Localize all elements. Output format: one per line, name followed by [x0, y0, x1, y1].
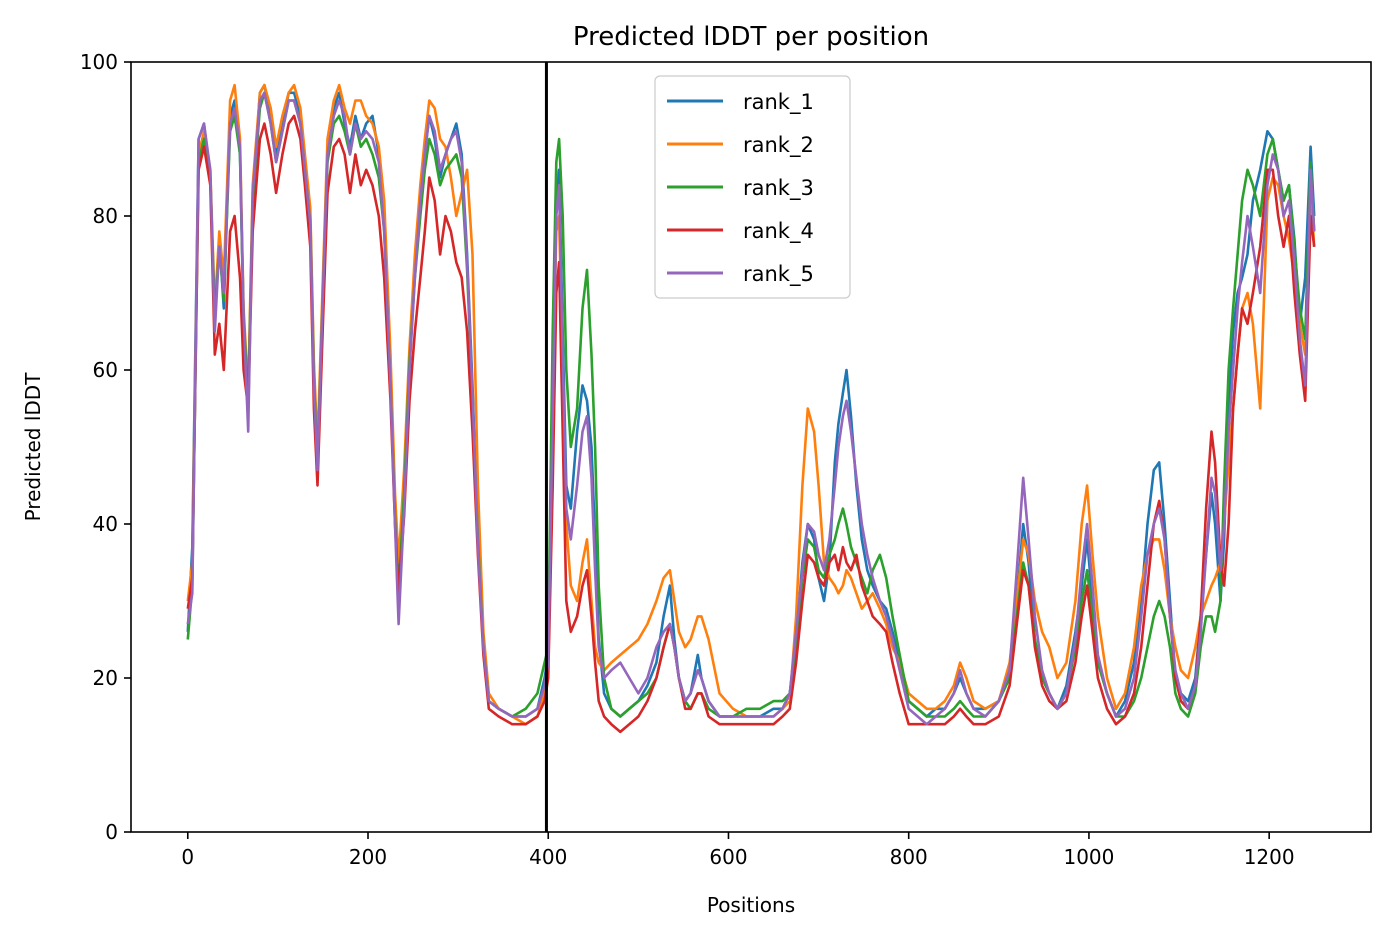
legend-label-rank_4: rank_4 [743, 219, 814, 244]
y-tick-label: 100 [80, 50, 118, 74]
series-line-rank_2 [186, 83, 1316, 726]
legend-box [654, 75, 851, 299]
legend-entries: rank_1 rank_2 rank_3 rank_4 rank_5 [667, 90, 814, 287]
x-tick-label: 600 [709, 845, 747, 869]
plot-frame [130, 61, 1372, 833]
legend-label-rank_1: rank_1 [743, 90, 814, 115]
y-tick-label: 40 [93, 512, 118, 536]
series-line-rank_5 [186, 91, 1316, 726]
x-tick-label: 200 [349, 845, 387, 869]
x-tick-label: 1000 [1063, 845, 1114, 869]
legend-label-rank_2: rank_2 [743, 133, 814, 158]
y-tick-label: 20 [93, 666, 118, 690]
x-axis-label: Positions [707, 893, 795, 917]
y-tick-label: 60 [93, 358, 118, 382]
legend: rank_1 rank_2 rank_3 rank_4 rank_5 [654, 75, 851, 299]
y-axis: 0 20 40 60 80 100 [80, 50, 131, 844]
x-tick-label: 400 [529, 845, 567, 869]
plot-area [130, 61, 1372, 833]
y-tick-label: 80 [93, 204, 118, 228]
y-tick-label: 0 [105, 820, 118, 844]
x-axis: 0 200 400 600 800 1000 1200 [181, 832, 1295, 869]
legend-label-rank_3: rank_3 [743, 176, 814, 201]
x-tick-label: 1200 [1244, 845, 1295, 869]
y-axis-label: Predicted lDDT [21, 372, 45, 522]
chart-title: Predicted lDDT per position [573, 22, 929, 52]
x-tick-label: 0 [181, 845, 194, 869]
series-lines [186, 83, 1316, 734]
x-tick-label: 800 [890, 845, 928, 869]
legend-label-rank_5: rank_5 [743, 262, 814, 287]
